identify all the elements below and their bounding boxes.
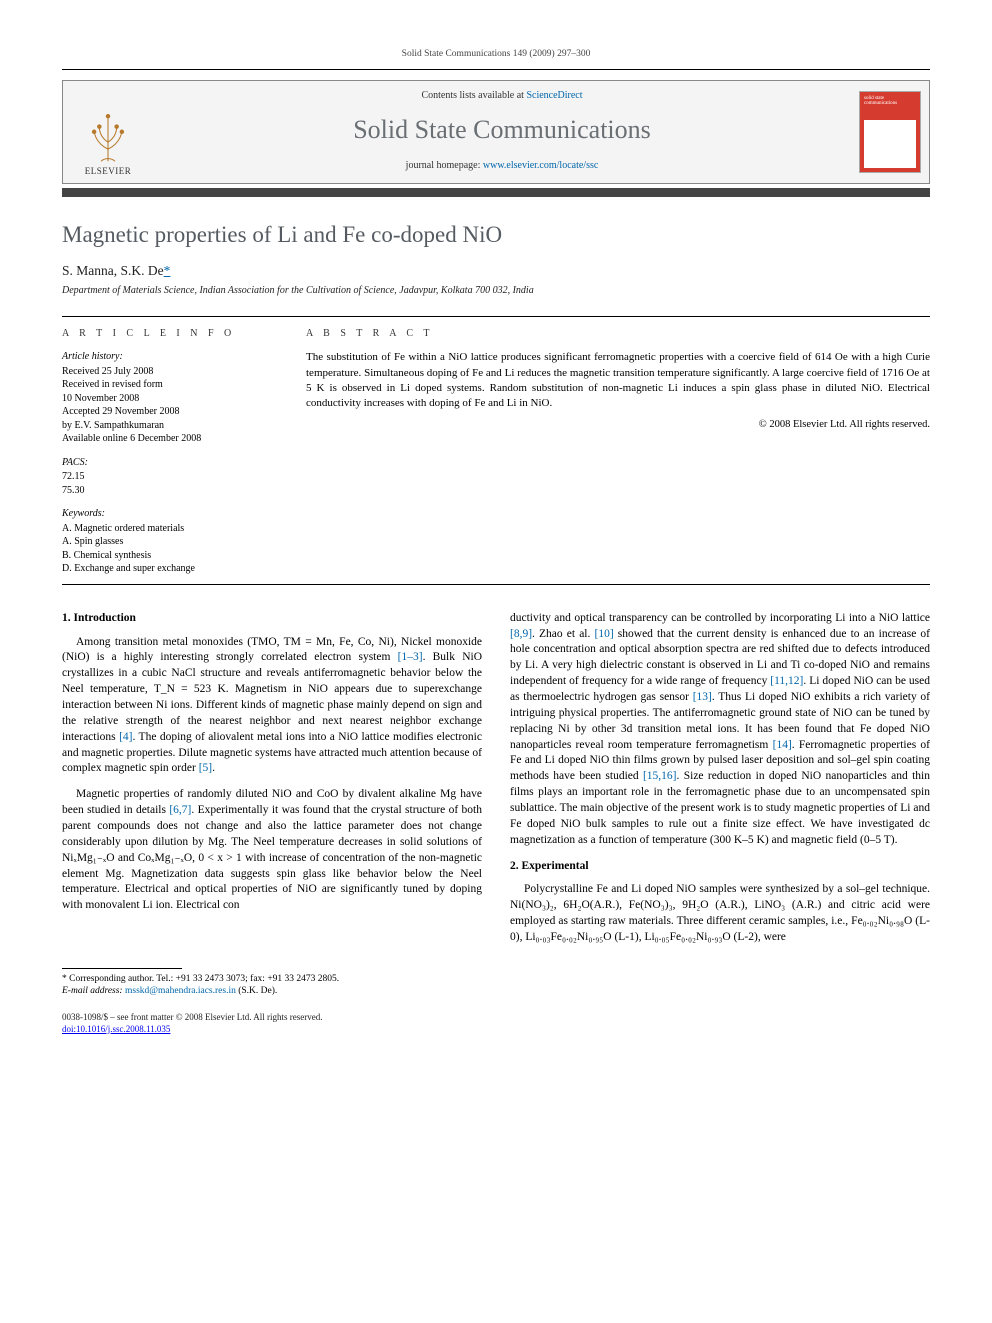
section-intro-head: 1. Introduction: [62, 611, 482, 627]
masthead: ELSEVIER Contents lists available at Sci…: [62, 80, 930, 184]
homepage-link[interactable]: www.elsevier.com/locate/ssc: [483, 160, 598, 171]
keywords-block: A. Magnetic ordered materials A. Spin gl…: [62, 522, 278, 576]
sciencedirect-link[interactable]: ScienceDirect: [526, 90, 582, 101]
author-names: S. Manna, S.K. De: [62, 263, 164, 278]
journal-cover-icon: solid state communications: [859, 91, 921, 173]
contents-prefix: Contents lists available at: [421, 90, 526, 101]
email-link[interactable]: msskd@mahendra.iacs.res.in: [125, 986, 236, 996]
pacs-head: PACS:: [62, 456, 278, 470]
contents-line: Contents lists available at ScienceDirec…: [163, 89, 841, 103]
abstract-col: A B S T R A C T The substitution of Fe w…: [306, 327, 930, 576]
thick-rule: [62, 188, 930, 197]
intro-p2a: Magnetic properties of randomly diluted …: [62, 787, 482, 914]
cover-words: solid state communications: [864, 96, 916, 106]
cover-body: [864, 120, 916, 168]
intro-p1: Among transition metal monoxides (TMO, T…: [62, 635, 482, 778]
abstract-text: The substitution of Fe within a NiO latt…: [306, 350, 930, 412]
journal-name: Solid State Communications: [163, 112, 841, 147]
doi-link[interactable]: doi:10.1016/j.ssc.2008.11.035: [62, 1024, 170, 1034]
abstract-head: A B S T R A C T: [306, 327, 930, 341]
running-head: Solid State Communications 149 (2009) 29…: [62, 48, 930, 61]
body-columns: 1. Introduction Among transition metal m…: [62, 611, 930, 998]
article-title: Magnetic properties of Li and Fe co-dope…: [62, 219, 930, 250]
affiliation: Department of Materials Science, Indian …: [62, 284, 930, 298]
meta-top-rule: [62, 316, 930, 317]
homepage-prefix: journal homepage:: [406, 160, 483, 171]
masthead-center: Contents lists available at ScienceDirec…: [153, 81, 851, 183]
publisher-block: ELSEVIER: [63, 81, 153, 183]
email-who: (S.K. De).: [238, 986, 277, 996]
corr-line: * Corresponding author. Tel.: +91 33 247…: [62, 973, 482, 985]
exp-p1: Polycrystalline Fe and Li doped NiO samp…: [510, 882, 930, 945]
corr-footnote: * Corresponding author. Tel.: +91 33 247…: [62, 973, 482, 998]
footnote-rule: [62, 968, 182, 969]
pacs-block: 72.15 75.30: [62, 470, 278, 497]
top-rule: [62, 69, 930, 70]
footnote-block: * Corresponding author. Tel.: +91 33 247…: [62, 968, 482, 998]
keywords-head: Keywords:: [62, 507, 278, 521]
intro-p2b: ductivity and optical transparency can b…: [510, 611, 930, 849]
copyright: © 2008 Elsevier Ltd. All rights reserved…: [306, 418, 930, 432]
meta-bottom-rule: [62, 584, 930, 585]
history-block: Received 25 July 2008 Received in revise…: [62, 365, 278, 446]
section-exp-head: 2. Experimental: [510, 859, 930, 875]
email-label: E-mail address:: [62, 986, 123, 996]
homepage-line: journal homepage: www.elsevier.com/locat…: [163, 159, 841, 173]
history-head: Article history:: [62, 350, 278, 364]
article-info-head: A R T I C L E I N F O: [62, 327, 278, 341]
corresponding-mark[interactable]: *: [164, 263, 171, 278]
bottom-block: 0038-1098/$ – see front matter © 2008 El…: [62, 1012, 930, 1035]
authors: S. Manna, S.K. De*: [62, 262, 930, 280]
issn-line: 0038-1098/$ – see front matter © 2008 El…: [62, 1012, 930, 1024]
article-info-col: A R T I C L E I N F O Article history: R…: [62, 327, 278, 576]
elsevier-tree-icon: [82, 111, 134, 163]
meta-grid: A R T I C L E I N F O Article history: R…: [62, 327, 930, 576]
cover-thumb-wrap: solid state communications: [851, 81, 929, 183]
publisher-name: ELSEVIER: [85, 165, 132, 177]
